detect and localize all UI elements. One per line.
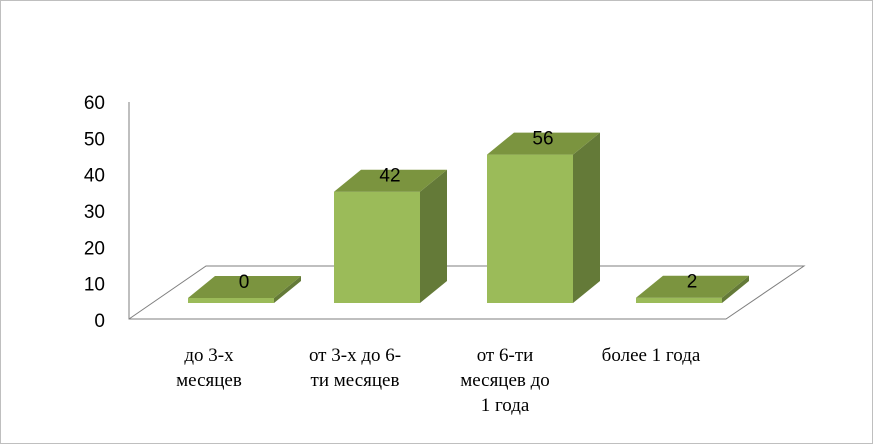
bar	[334, 169, 447, 303]
bar	[487, 132, 600, 303]
data-label: 42	[379, 166, 400, 187]
category-label: более 1 года	[602, 345, 701, 366]
bar	[636, 275, 749, 303]
axes	[128, 102, 806, 320]
data-label: 56	[532, 129, 553, 150]
data-label: 0	[239, 272, 250, 293]
bar-front	[188, 298, 274, 303]
bar-top	[334, 169, 447, 192]
data-label: 2	[687, 272, 698, 293]
bar-top	[636, 275, 749, 298]
bar-top	[487, 132, 600, 155]
category-labels: до 3-х месяцев от 3-х до 6-ти месяцев от 6-…	[176, 345, 701, 416]
y-tick-label: 50	[84, 129, 105, 150]
chart-floor	[128, 102, 806, 320]
y-tick-label: 60	[84, 93, 105, 114]
bar	[188, 276, 301, 303]
y-tick-label: 40	[84, 166, 105, 187]
y-tick-label: 10	[84, 275, 105, 296]
bar-side	[420, 169, 447, 303]
category-label: от 6-ти месяцев до 1 года	[460, 345, 550, 416]
data-labels: 0 42 56 2	[239, 129, 698, 293]
y-axis-ticks: 0 10 20 30 40 50 60	[84, 93, 105, 332]
bar-top	[188, 276, 301, 298]
y-tick-label: 0	[94, 311, 105, 332]
y-tick-label: 20	[84, 238, 105, 259]
bar-front	[334, 191, 420, 303]
bar-side	[573, 132, 600, 303]
bar-front	[487, 154, 573, 303]
category-label: до 3-х месяцев	[176, 345, 242, 391]
bar-front	[636, 297, 722, 303]
y-tick-label: 30	[84, 202, 105, 223]
category-label: от 3-х до 6-ти месяцев	[309, 345, 401, 391]
bars	[188, 132, 749, 303]
bar-side	[722, 275, 749, 303]
bar-side	[274, 276, 301, 303]
